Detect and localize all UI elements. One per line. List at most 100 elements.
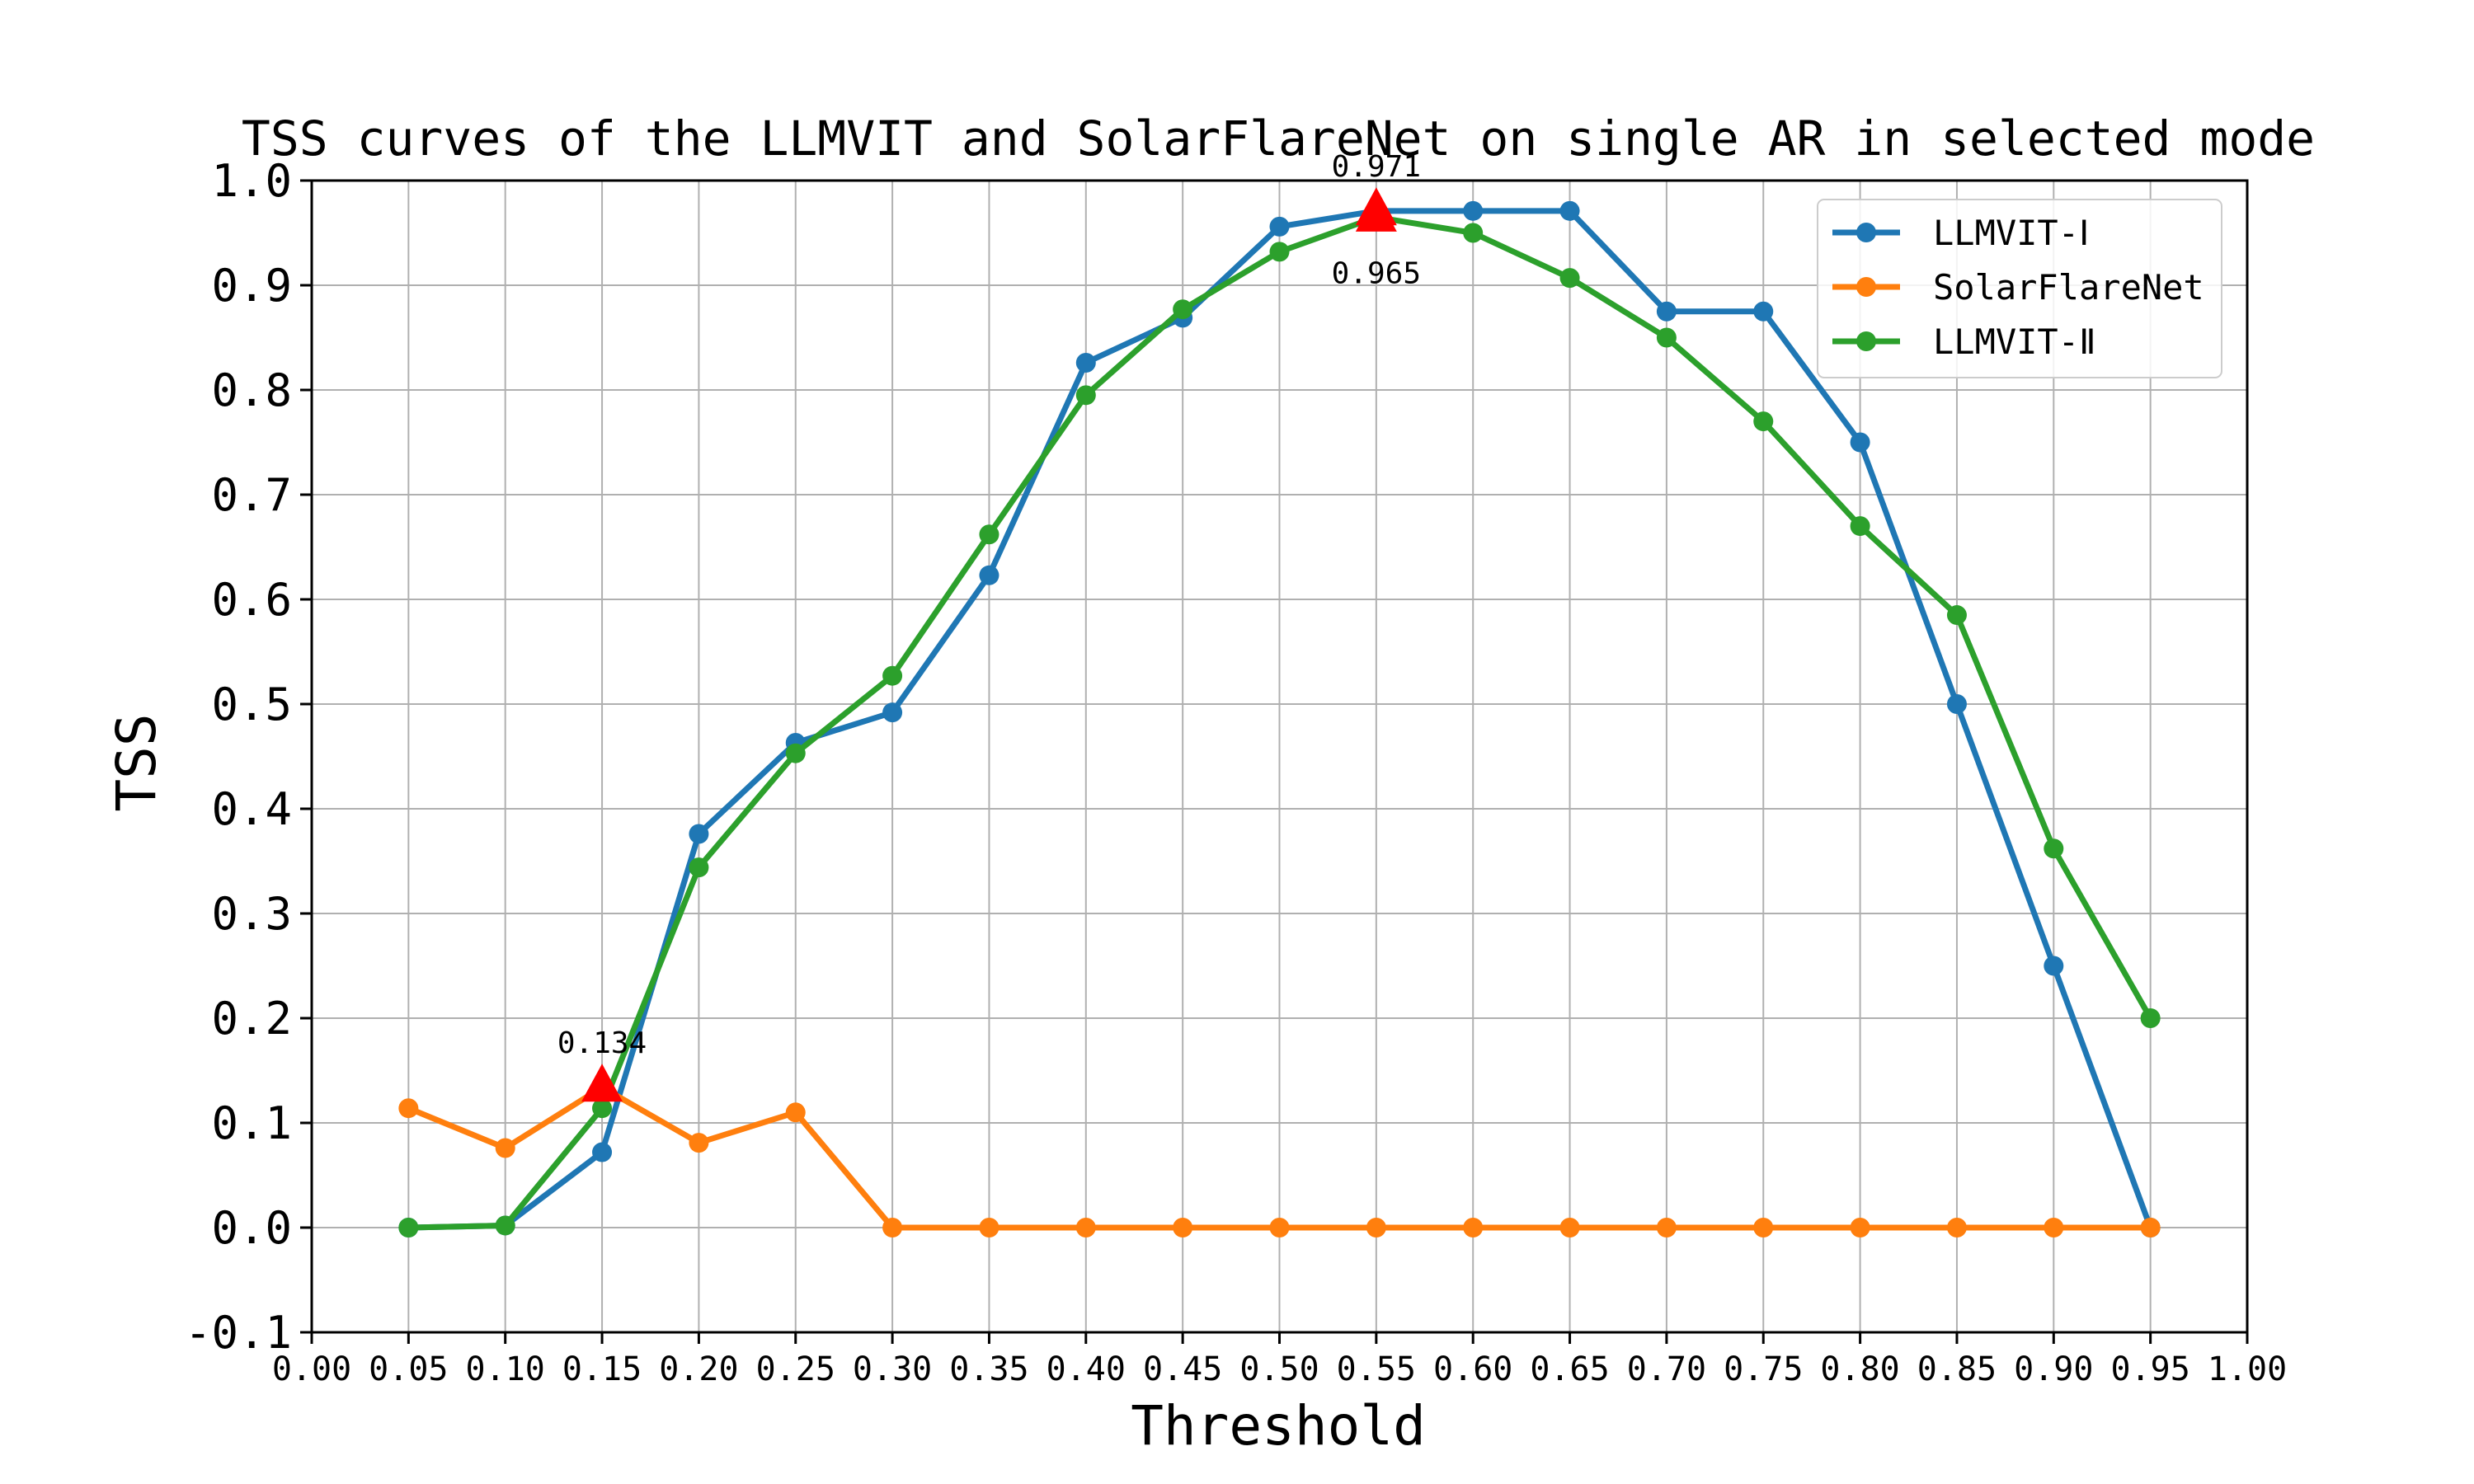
- data-point: [1075, 352, 1096, 373]
- data-point: [1946, 694, 1967, 714]
- x-tick-label: 0.55: [1337, 1350, 1416, 1388]
- data-point: [2140, 1008, 2161, 1028]
- y-axis-label: TSS: [105, 713, 168, 811]
- x-tick-label: 0.30: [853, 1350, 932, 1388]
- data-point: [785, 743, 806, 763]
- data-point: [1753, 301, 1774, 322]
- y-tick-label: 0.7: [211, 469, 292, 521]
- data-point: [689, 1133, 709, 1153]
- data-point: [592, 1098, 613, 1119]
- legend-entry: LLMVIT-Ⅱ: [1933, 322, 2096, 362]
- x-axis-label: Threshold: [1131, 1394, 1426, 1458]
- data-point: [1173, 1218, 1193, 1237]
- x-tick-label: 1.00: [2208, 1350, 2287, 1388]
- data-point: [882, 665, 903, 686]
- x-tick-label: 0.60: [1433, 1350, 1512, 1388]
- annotation-layer: 0.134 0.971 0.965: [557, 150, 1421, 1102]
- legend-marker: [1856, 223, 1876, 242]
- y-tick-label: 0.2: [211, 993, 292, 1045]
- data-point: [398, 1218, 419, 1237]
- data-point: [1075, 1218, 1096, 1237]
- data-point: [1559, 268, 1580, 289]
- data-point: [1753, 411, 1774, 432]
- y-tick-label: 0.8: [211, 364, 292, 416]
- x-tick-label: 0.45: [1143, 1350, 1222, 1388]
- data-point: [882, 1218, 903, 1237]
- data-point: [1269, 1218, 1290, 1237]
- data-point: [592, 1142, 613, 1162]
- legend-entry: SolarFlareNet: [1933, 267, 2204, 308]
- data-point: [2044, 956, 2064, 976]
- y-tick-label: -0.1: [185, 1307, 292, 1359]
- data-point: [1656, 301, 1677, 322]
- y-tick-label: 0.9: [211, 260, 292, 312]
- legend: LLMVIT-Ⅰ SolarFlareNet LLMVIT-Ⅱ: [1817, 199, 2222, 378]
- data-point: [495, 1138, 515, 1158]
- y-axis: -0.1 0.0 0.1 0.2 0.3 0.4 0.5 0.6 0.7 0.8 0.9 1.0: [185, 155, 312, 1359]
- highlight-marker: [1355, 193, 1397, 232]
- data-point: [1463, 223, 1484, 243]
- data-point: [1559, 1218, 1580, 1237]
- data-point: [1946, 1218, 1967, 1237]
- data-point: [1850, 1218, 1870, 1237]
- legend-marker: [1856, 277, 1876, 297]
- y-tick-label: 0.4: [211, 783, 292, 835]
- data-point: [1753, 1218, 1774, 1237]
- data-point: [1075, 385, 1096, 406]
- data-point: [979, 524, 999, 545]
- data-point: [1850, 432, 1870, 453]
- data-point: [1850, 516, 1870, 537]
- series-1: [398, 1077, 2161, 1237]
- x-tick-label: 0.80: [1820, 1350, 1899, 1388]
- series-layer: [398, 200, 2161, 1237]
- annotation-label: 0.965: [1332, 256, 1421, 290]
- x-tick-label: 0.85: [1917, 1350, 1997, 1388]
- x-tick-label: 0.40: [1047, 1350, 1126, 1388]
- x-tick-label: 0.20: [659, 1350, 738, 1388]
- data-point: [979, 565, 999, 585]
- x-tick-label: 0.10: [466, 1350, 545, 1388]
- x-tick-label: 0.90: [2014, 1350, 2093, 1388]
- data-point: [882, 702, 903, 723]
- x-tick-label: 0.65: [1530, 1350, 1609, 1388]
- legend-marker: [1856, 331, 1876, 351]
- x-tick-label: 0.95: [2110, 1350, 2189, 1388]
- data-point: [398, 1098, 419, 1119]
- data-point: [1269, 216, 1290, 237]
- legend-box: [1817, 199, 2222, 378]
- data-point: [1559, 200, 1580, 221]
- data-point: [979, 1218, 999, 1237]
- data-point: [2044, 1218, 2064, 1237]
- data-point: [785, 1102, 806, 1123]
- data-point: [1269, 242, 1290, 262]
- y-tick-label: 0.6: [211, 574, 292, 626]
- x-tick-label: 0.75: [1724, 1350, 1803, 1388]
- data-point: [495, 1215, 515, 1236]
- data-point: [1656, 327, 1677, 348]
- y-tick-label: 0.3: [211, 888, 292, 940]
- x-tick-label: 0.50: [1239, 1350, 1319, 1388]
- highlight-marker: [581, 1064, 623, 1102]
- data-point: [1463, 1218, 1484, 1237]
- data-point: [1656, 1218, 1677, 1237]
- data-point: [689, 857, 709, 878]
- x-axis: 0.00 0.05 0.10 0.15 0.20 0.25 0.30 0.35 0.40 0.45…: [272, 1332, 2287, 1388]
- data-point: [689, 824, 709, 844]
- data-point: [1463, 200, 1484, 221]
- chart-title: TSS curves of the LLMVIT and SolarFlareN…: [242, 110, 2315, 167]
- series-2: [398, 207, 2161, 1237]
- x-tick-label: 0.25: [756, 1350, 835, 1388]
- x-tick-label: 0.15: [562, 1350, 642, 1388]
- x-tick-label: 0.70: [1627, 1350, 1706, 1388]
- data-point: [2140, 1218, 2161, 1237]
- data-point: [2044, 838, 2064, 859]
- data-point: [1173, 299, 1193, 320]
- x-tick-label: 0.00: [272, 1350, 351, 1388]
- annotation-label: 0.134: [557, 1026, 647, 1060]
- annotation-label: 0.971: [1332, 150, 1421, 184]
- legend-entry: LLMVIT-Ⅰ: [1933, 213, 2089, 253]
- y-tick-label: 0.5: [211, 679, 292, 730]
- x-tick-label: 0.05: [369, 1350, 448, 1388]
- data-point: [1366, 1218, 1386, 1237]
